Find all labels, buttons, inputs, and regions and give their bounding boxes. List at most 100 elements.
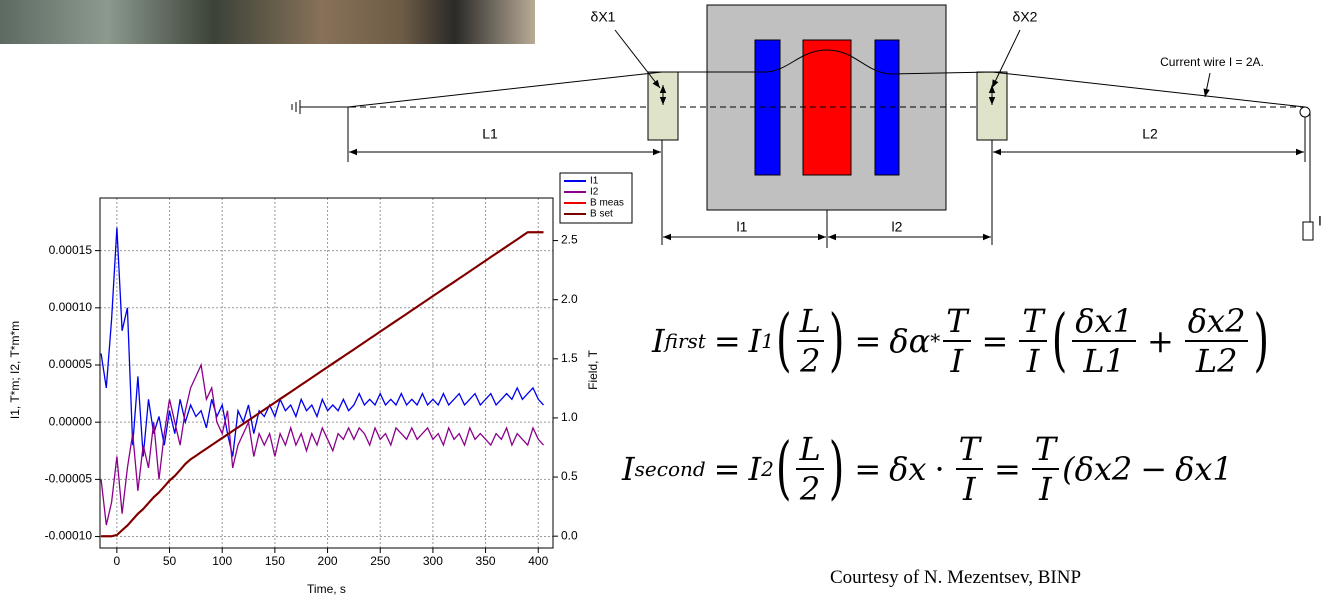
x-tick-label: 400	[528, 554, 548, 568]
wire	[347, 49, 1306, 108]
weight	[1302, 221, 1314, 241]
var: (	[1062, 450, 1075, 488]
math-token: T	[1031, 430, 1060, 470]
frac: δx1 L1	[1072, 302, 1136, 380]
x-tick-label: 350	[476, 554, 496, 568]
label: δX1	[591, 9, 616, 25]
math-token: T	[955, 430, 983, 470]
frac: δx2 L2	[1184, 302, 1249, 380]
var: δx1	[1175, 450, 1233, 488]
math-token: second	[634, 457, 706, 481]
math-token: first	[664, 329, 706, 353]
math-token: δx2	[1184, 302, 1249, 342]
op: ·	[934, 450, 945, 488]
legend-label: B meas	[590, 198, 624, 209]
y2-tick-label: 0.0	[561, 528, 578, 542]
label: L1	[482, 126, 498, 142]
x-tick-label: 0	[114, 554, 121, 568]
y-tick-label: -0.00005	[45, 472, 93, 486]
big: )	[828, 429, 845, 509]
var: δα	[889, 322, 931, 360]
op: =	[981, 322, 1009, 360]
legend-label: I1	[590, 176, 599, 187]
var: δx	[889, 450, 927, 488]
y-axis-label: I1, T*m; I2, T*m*m	[8, 321, 22, 419]
y-tick-label: 0.00005	[49, 357, 93, 371]
stage	[647, 71, 679, 141]
math-token: δx1	[1072, 302, 1136, 342]
math-token: L	[796, 302, 824, 342]
series-line	[101, 231, 544, 538]
var: I	[748, 450, 762, 488]
diagram	[291, 4, 1314, 248]
series-line	[100, 227, 544, 457]
x-tick-label: 300	[423, 554, 443, 568]
math-token: T	[1019, 302, 1047, 342]
big: (	[775, 429, 792, 509]
op: =	[854, 322, 882, 360]
big: )	[1253, 301, 1270, 381]
label: I	[1318, 213, 1322, 229]
op: =	[854, 450, 882, 488]
y2-tick-label: 1.5	[561, 351, 578, 365]
x-tick-label: 250	[370, 554, 390, 568]
leader	[991, 29, 1021, 89]
op: =	[713, 322, 741, 360]
leader	[1203, 72, 1211, 98]
x-axis-label: Time, s	[307, 582, 346, 596]
y-tick-label: 0.00010	[49, 300, 93, 314]
y-tick-label: 0.00000	[49, 414, 93, 428]
x-tick-label: 150	[265, 554, 285, 568]
op: +	[1146, 322, 1174, 360]
legend-label: I2	[590, 187, 599, 198]
var: I	[622, 450, 635, 488]
op: −	[1140, 450, 1168, 488]
math-token: T	[943, 302, 971, 342]
y-tick-label: -0.00010	[45, 529, 93, 543]
math-token: I	[950, 342, 964, 380]
math-token: 2	[800, 342, 821, 380]
legend-label: B set	[590, 209, 613, 220]
x-tick-label: 50	[163, 554, 177, 568]
var: δx2	[1074, 450, 1133, 488]
photo	[0, 0, 535, 44]
math-token: I	[1026, 342, 1040, 380]
stage	[976, 71, 1008, 141]
label: l2	[892, 219, 903, 235]
x-tick-label: 100	[212, 554, 232, 568]
big: (	[776, 301, 792, 381]
label: l1	[737, 219, 748, 235]
math-token: L2	[1195, 342, 1238, 380]
leader	[614, 29, 661, 89]
credit: Courtesy of N. Mezentsev, BINP	[830, 567, 1082, 588]
var: I	[748, 322, 762, 360]
y-tick-label: 0.00015	[49, 243, 93, 257]
op: =	[713, 450, 741, 488]
math-token: L1	[1083, 342, 1125, 380]
y2-tick-label: 2.5	[561, 233, 578, 247]
series-line	[100, 362, 544, 526]
math-token: 2	[799, 470, 821, 508]
y2-axis-label: Field, T	[586, 349, 600, 389]
math-token: I	[962, 470, 976, 508]
math-token: 1	[761, 329, 775, 353]
series-line	[101, 231, 544, 538]
math-token: 2	[761, 457, 774, 481]
y2-tick-label: 2.0	[561, 292, 578, 306]
pulley	[1299, 106, 1311, 118]
big: (	[1051, 301, 1068, 381]
label: δX2	[1013, 9, 1038, 25]
math-token: I	[1039, 470, 1052, 508]
label: Current wire I = 2A.	[1160, 55, 1264, 69]
math-token: L	[796, 430, 824, 470]
y2-tick-label: 0.5	[561, 469, 578, 483]
op: =	[993, 450, 1021, 488]
coil	[754, 39, 781, 176]
